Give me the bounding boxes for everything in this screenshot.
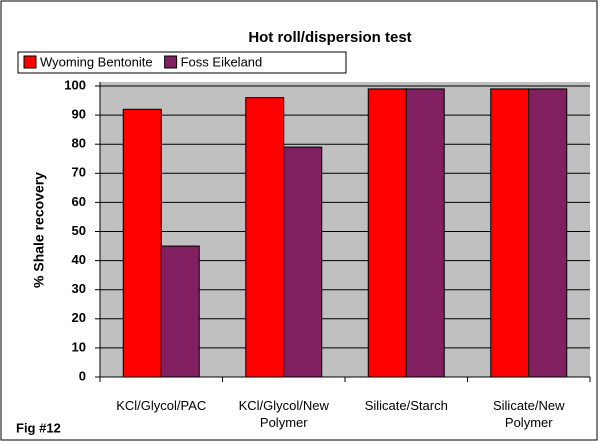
legend-label: Wyoming Bentonite: [40, 54, 153, 69]
legend-label: Foss Eikeland: [181, 54, 263, 69]
y-tick-label: 70: [72, 165, 86, 180]
x-tick-label: Silicate/Starch: [365, 398, 448, 413]
y-tick-label: 60: [72, 194, 86, 209]
x-tick-label: KCl/Glycol/New Polymer: [239, 398, 330, 430]
legend-swatch: [23, 55, 37, 69]
footnote: Fig #12: [16, 420, 61, 435]
bar: [122, 108, 162, 378]
y-tick-label: 90: [72, 107, 86, 122]
bar: [405, 88, 445, 378]
bar: [490, 88, 530, 378]
y-tick-label: 80: [72, 136, 86, 151]
y-tick-label: 10: [72, 339, 86, 354]
x-tick-label: Silicate/New Polymer: [493, 398, 565, 430]
bar: [245, 97, 285, 378]
legend-swatch: [164, 55, 178, 69]
legend-box: [17, 51, 347, 74]
x-tick-label: KCl/Glycol/PAC: [116, 398, 206, 413]
y-axis-label: % Shale recovery: [31, 172, 47, 288]
bar: [283, 146, 323, 378]
bar: [528, 88, 568, 378]
bar: [367, 88, 407, 378]
legend: Wyoming Bentonite Foss Eikeland: [17, 51, 347, 74]
bar: [160, 245, 200, 378]
y-tick-label: 30: [72, 281, 86, 296]
y-tick-label: 20: [72, 310, 86, 325]
y-tick-label: 40: [72, 252, 86, 267]
y-tick-label: 50: [72, 223, 86, 238]
y-tick-label: 100: [64, 77, 86, 92]
chart-title: Hot roll/dispersion test: [248, 29, 411, 46]
y-tick-label: 0: [79, 368, 86, 383]
